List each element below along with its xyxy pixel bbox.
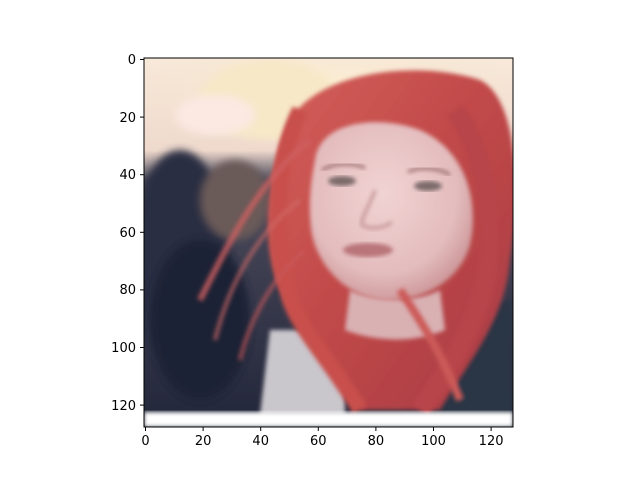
x-tick-label: 20	[195, 434, 212, 449]
x-tick-label: 60	[310, 434, 327, 449]
portrait-image	[144, 58, 513, 427]
y-tick-label: 120	[111, 399, 136, 414]
y-tick-label: 0	[128, 53, 136, 68]
y-tick-label: 80	[119, 283, 136, 298]
x-tick-label: 120	[479, 434, 504, 449]
x-tick-label: 80	[368, 434, 385, 449]
y-tick-label: 20	[119, 111, 136, 126]
y-tick-label: 60	[119, 226, 136, 241]
y-tick-label: 100	[111, 341, 136, 356]
x-axis: 0 20 40 60 80 100 120	[141, 427, 504, 449]
x-tick-label: 100	[421, 434, 446, 449]
y-axis: 0 20 40 60 80 100 120	[111, 53, 144, 414]
x-tick-label: 0	[141, 434, 149, 449]
x-tick-label: 40	[252, 434, 269, 449]
axes-frame	[143, 57, 514, 428]
y-tick-label: 40	[119, 168, 136, 183]
